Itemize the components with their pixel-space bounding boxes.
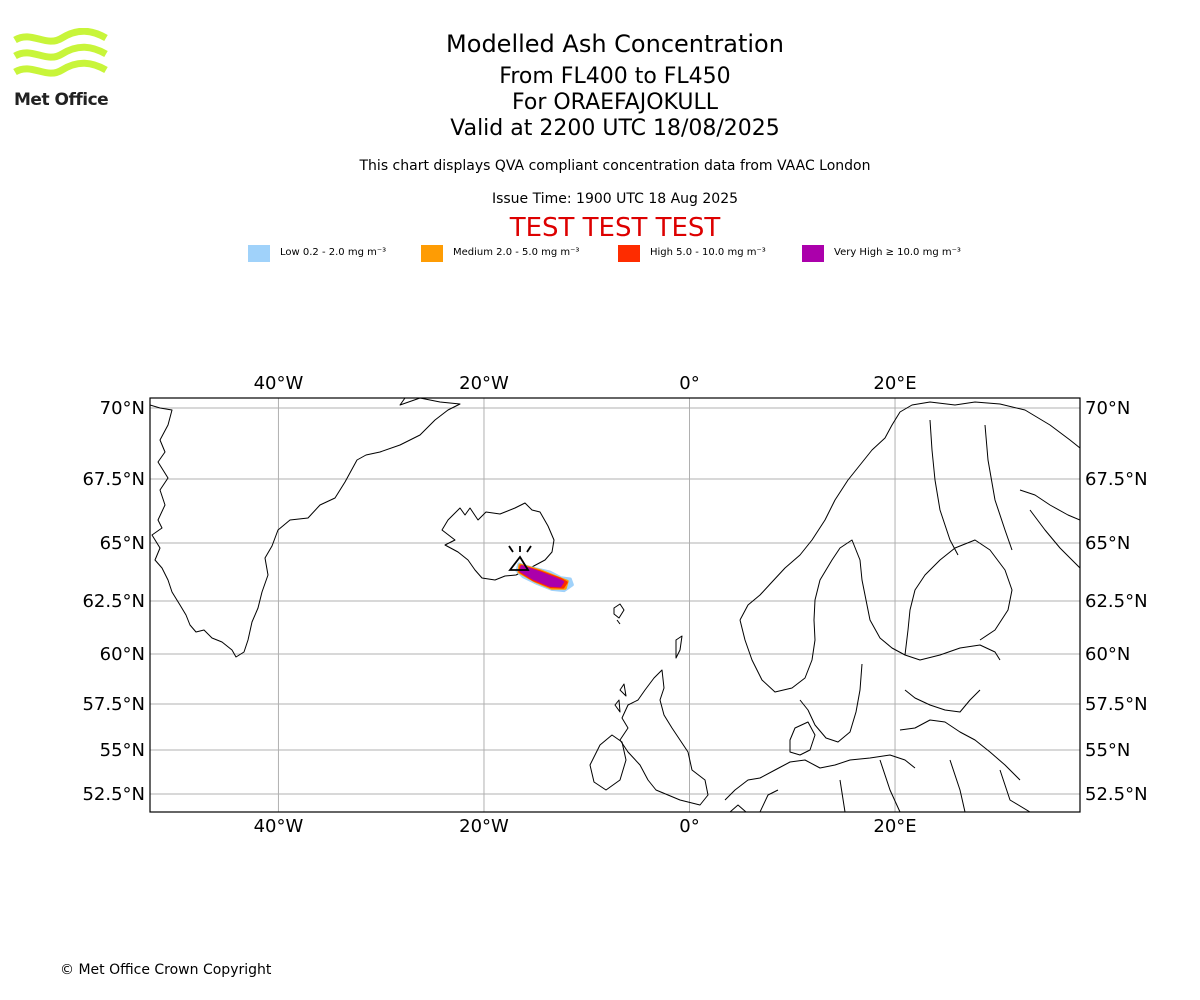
logo-wave bbox=[13, 27, 108, 45]
legend-swatch-high bbox=[618, 245, 640, 262]
lon-tick-label-top: 20°W bbox=[459, 373, 509, 394]
map-frame bbox=[149, 397, 1081, 813]
legend-swatch-medium bbox=[421, 245, 443, 262]
coastlines bbox=[150, 398, 1080, 812]
lat-tick-label-right: 65°N bbox=[1085, 533, 1130, 554]
coastline-iceland bbox=[441, 502, 555, 581]
coastline-shetland bbox=[675, 635, 683, 659]
ash-layer-very-high bbox=[519, 565, 565, 588]
issue-time: Issue Time: 1900 UTC 18 Aug 2025 bbox=[491, 191, 739, 207]
volcano-icon bbox=[508, 545, 532, 571]
lon-tick-label-top: 0° bbox=[679, 373, 699, 394]
lat-tick-label-left: 70°N bbox=[100, 398, 145, 419]
ash-plume bbox=[515, 562, 574, 593]
legend-label-low: Low 0.2 - 2.0 mg m⁻³ bbox=[280, 247, 387, 258]
test-banner: TEST TEST TEST bbox=[509, 213, 721, 243]
logo-wave bbox=[13, 59, 108, 77]
coastline-ireland bbox=[589, 734, 627, 791]
lon-tick-label-bottom: 0° bbox=[679, 816, 699, 837]
lat-tick-label-right: 55°N bbox=[1085, 740, 1130, 761]
lon-tick-label-bottom: 40°W bbox=[254, 816, 304, 837]
coastline-denmark bbox=[789, 721, 816, 756]
chart-description: This chart displays QVA compliant concen… bbox=[359, 158, 871, 174]
valid-time: Valid at 2200 UTC 18/08/2025 bbox=[450, 116, 780, 141]
met-office-wave-icon bbox=[13, 27, 108, 77]
lat-tick-label-right: 70°N bbox=[1085, 398, 1130, 419]
lat-tick-label-left: 65°N bbox=[100, 533, 145, 554]
lat-tick-label-right: 52.5°N bbox=[1085, 784, 1148, 805]
chart-title: Modelled Ash Concentration bbox=[446, 30, 784, 58]
legend-label-high: High 5.0 - 10.0 mg m⁻³ bbox=[650, 247, 766, 258]
lat-tick-label-left: 52.5°N bbox=[82, 784, 145, 805]
coastline-scandinavia bbox=[739, 401, 1080, 621]
flight-level-range: From FL400 to FL450 bbox=[499, 64, 731, 89]
lat-tick-label-left: 62.5°N bbox=[82, 591, 145, 612]
legend-label-very-high: Very High ≥ 10.0 mg m⁻³ bbox=[834, 247, 961, 258]
lat-tick-label-right: 60°N bbox=[1085, 644, 1130, 665]
axis-tick-labels: 40°W 40°W 20°W 20°W 0° 0° 20°E 20°E 70°N 70°N 67.5… bbox=[82, 373, 1147, 837]
coastline-faroe bbox=[613, 603, 625, 619]
lon-tick-label-top: 40°W bbox=[254, 373, 304, 394]
lat-tick-label-right: 57.5°N bbox=[1085, 694, 1148, 715]
coastline-uk bbox=[619, 669, 709, 806]
legend-label-medium: Medium 2.0 - 5.0 mg m⁻³ bbox=[453, 247, 580, 258]
lon-tick-label-top: 20°E bbox=[873, 373, 916, 394]
legend-swatch-very-high bbox=[802, 245, 824, 262]
lat-tick-label-left: 57.5°N bbox=[82, 694, 145, 715]
copyright-notice: © Met Office Crown Copyright bbox=[60, 962, 272, 978]
lat-tick-label-left: 55°N bbox=[100, 740, 145, 761]
met-office-logo bbox=[12, 27, 110, 113]
lat-tick-label-left: 60°N bbox=[100, 644, 145, 665]
graticule bbox=[150, 398, 1080, 812]
lon-tick-label-bottom: 20°E bbox=[873, 816, 916, 837]
met-office-logo-text: Met Office bbox=[14, 90, 109, 110]
lat-tick-label-left: 67.5°N bbox=[82, 469, 145, 490]
logo-wave bbox=[13, 43, 108, 61]
lat-tick-label-right: 62.5°N bbox=[1085, 591, 1148, 612]
lat-tick-label-right: 67.5°N bbox=[1085, 469, 1148, 490]
lon-tick-label-bottom: 20°W bbox=[459, 816, 509, 837]
coastline-greenland bbox=[150, 398, 461, 658]
legend-swatch-low bbox=[248, 245, 270, 262]
volcano-name: For ORAEFAJOKULL bbox=[512, 90, 718, 115]
